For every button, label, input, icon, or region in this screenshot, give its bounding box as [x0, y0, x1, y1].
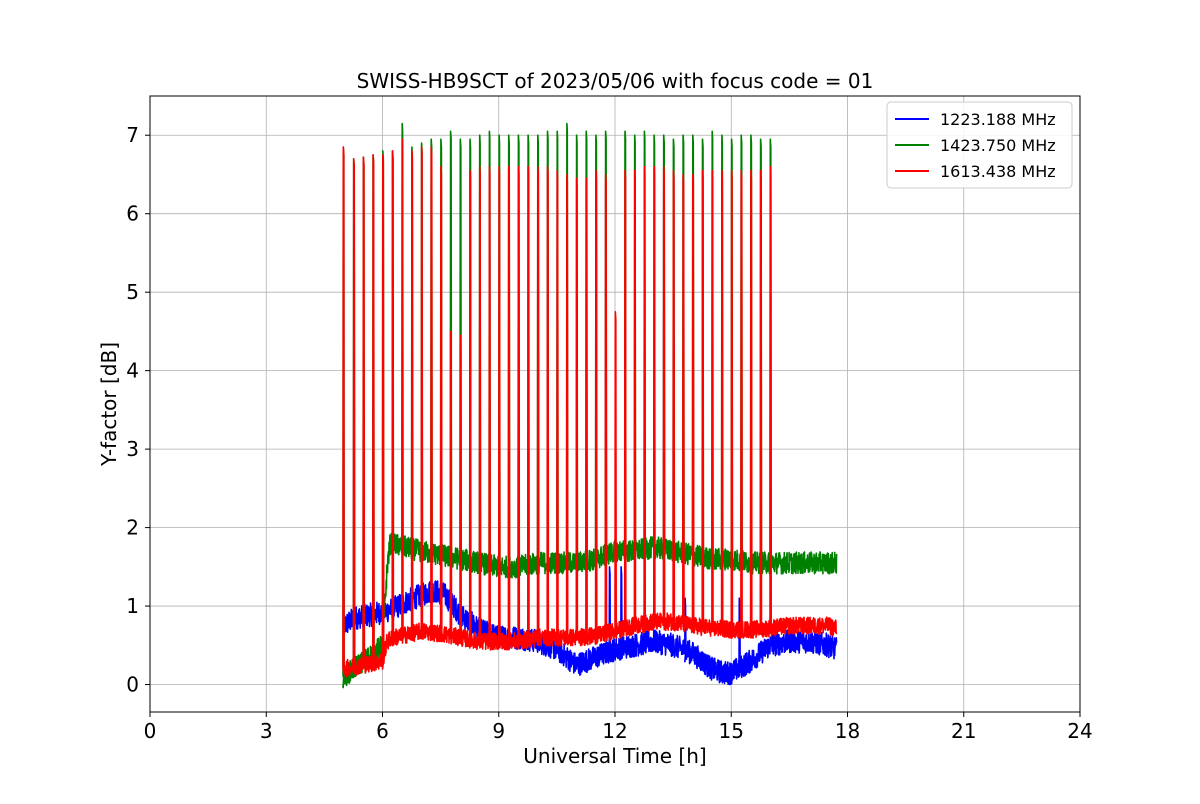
y-tick-label: 7: [126, 123, 139, 147]
x-tick-label: 15: [719, 719, 744, 743]
y-tick-label: 6: [126, 202, 139, 226]
y-axis-ticks: 0 1 2 3 4 5 6 7: [126, 123, 150, 697]
legend-label-1423: 1423.750 MHz: [940, 136, 1056, 155]
y-tick-label: 3: [126, 437, 139, 461]
y-tick-label: 0: [126, 673, 139, 697]
y-axis-label: Y-factor [dB]: [97, 342, 121, 467]
x-axis-label: Universal Time [h]: [523, 744, 706, 768]
chart-title: SWISS-HB9SCT of 2023/05/06 with focus co…: [357, 69, 874, 93]
x-tick-label: 21: [951, 719, 976, 743]
y-tick-label: 5: [126, 280, 139, 304]
x-tick-label: 18: [835, 719, 860, 743]
series-line-0: [342, 565, 838, 686]
x-tick-label: 9: [492, 719, 505, 743]
legend-box: [886, 101, 1073, 189]
series-1223-188-mhz: [342, 565, 838, 686]
legend-label-1223: 1223.188 MHz: [940, 110, 1056, 129]
x-tick-label: 24: [1067, 719, 1092, 743]
series-line-2: [342, 138, 838, 678]
legend-label-1613: 1613.438 MHz: [940, 162, 1056, 181]
y-tick-label: 4: [126, 359, 139, 383]
x-tick-label: 3: [260, 719, 273, 743]
series-layer: [342, 122, 838, 689]
x-axis-ticks: 0 3 6 9 12 15 18 21 24: [144, 712, 1093, 743]
series-1613-438-mhz: [342, 138, 838, 678]
y-tick-label: 1: [126, 594, 139, 618]
x-tick-label: 0: [144, 719, 157, 743]
legend: 1223.188 MHz 1423.750 MHz 1613.438 MHz: [886, 101, 1073, 189]
x-tick-label: 6: [376, 719, 389, 743]
x-tick-label: 12: [602, 719, 627, 743]
y-tick-label: 2: [126, 516, 139, 540]
